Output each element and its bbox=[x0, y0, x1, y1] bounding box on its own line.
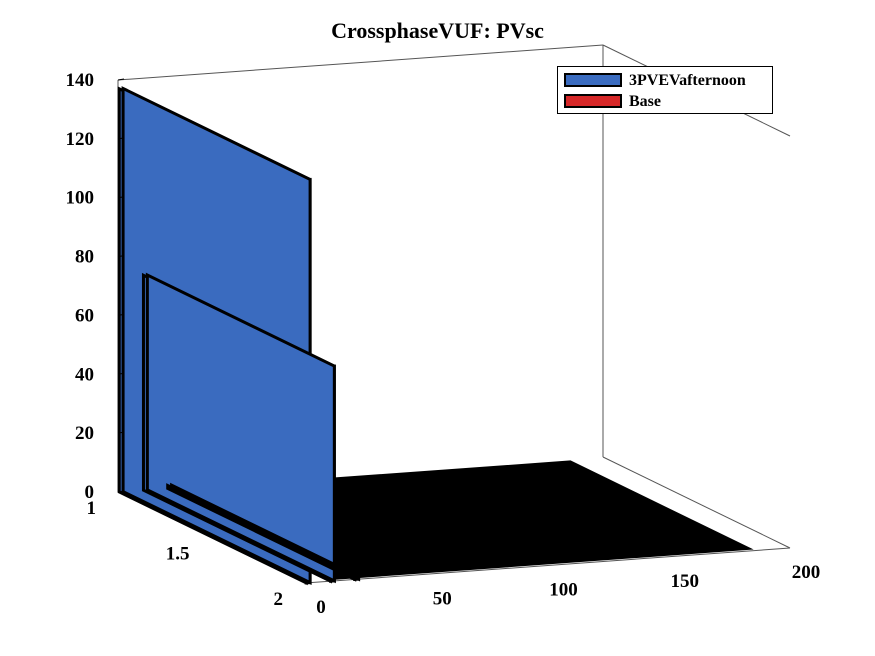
z-tick bbox=[117, 196, 125, 199]
chart-title: CrossphaseVUF: PVsc bbox=[331, 18, 544, 43]
x-tick-label: 100 bbox=[549, 580, 578, 601]
z-tick-label: 0 bbox=[85, 482, 95, 503]
legend-swatch-1 bbox=[564, 73, 622, 87]
x-tick-label: 150 bbox=[671, 571, 700, 592]
y-tick-label: 1 bbox=[87, 498, 97, 519]
bar-side-right bbox=[170, 482, 361, 582]
z-tick bbox=[117, 372, 125, 375]
y-tick-label: 2 bbox=[274, 589, 284, 610]
z-tick-label: 40 bbox=[75, 364, 94, 385]
z-tick-label: 20 bbox=[75, 423, 94, 444]
axis-line bbox=[304, 547, 791, 584]
z-tick bbox=[117, 137, 125, 140]
z-tick-label: 120 bbox=[66, 129, 95, 150]
z-tick bbox=[117, 490, 125, 493]
legend-entry-2: Base bbox=[558, 92, 772, 112]
legend: 3PVEVafternoon Base bbox=[557, 66, 773, 114]
z-tick-label: 140 bbox=[66, 70, 95, 91]
z-tick-label: 60 bbox=[75, 305, 94, 326]
y-tick-label: 1.5 bbox=[166, 544, 190, 565]
x-tick-label: 50 bbox=[433, 588, 452, 609]
z-tick bbox=[117, 78, 125, 81]
legend-label-2: Base bbox=[629, 93, 661, 110]
legend-swatch-2 bbox=[564, 94, 622, 108]
bar-side-right bbox=[145, 272, 336, 584]
z-tick bbox=[117, 313, 125, 316]
axis-line bbox=[602, 456, 791, 549]
axis-line bbox=[117, 44, 604, 81]
z-tick bbox=[117, 431, 125, 434]
z-tick-label: 100 bbox=[66, 188, 95, 209]
legend-label-1: 3PVEVafternoon bbox=[629, 72, 746, 89]
z-tick bbox=[117, 255, 125, 258]
x-tick-label: 200 bbox=[792, 562, 821, 583]
legend-entry-1: 3PVEVafternoon bbox=[558, 71, 772, 91]
x-tick-label: 0 bbox=[316, 597, 326, 618]
bar-group bbox=[117, 86, 754, 586]
z-tick-label: 80 bbox=[75, 247, 94, 268]
